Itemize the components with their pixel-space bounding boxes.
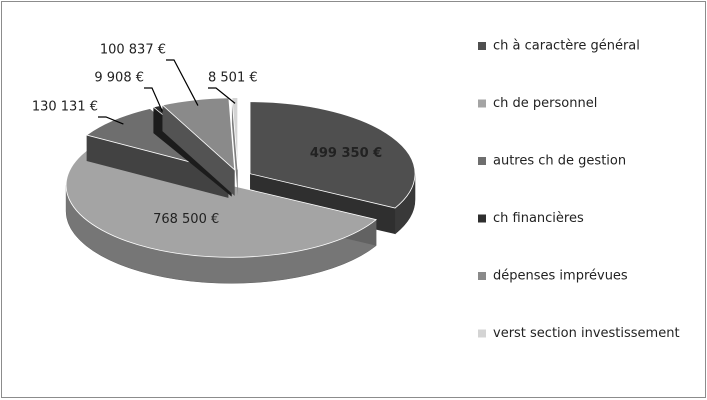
legend-swatch (478, 272, 486, 280)
leader-line (98, 116, 124, 125)
legend-label: ch à caractère général (493, 39, 640, 54)
pie-slice (161, 97, 236, 196)
leader-line (208, 87, 236, 104)
slice-cut (231, 97, 238, 196)
data-label: 768 500 € (153, 212, 219, 227)
slice-cut (162, 105, 235, 196)
data-label: 100 837 € (100, 43, 166, 58)
slice-top (249, 101, 416, 209)
pie-slice (231, 97, 239, 196)
legend-label: dépenses imprévues (493, 269, 628, 284)
data-label: 9 908 € (94, 71, 144, 86)
leader-line (144, 87, 163, 112)
data-label: 130 131 € (32, 100, 98, 115)
legend-label: ch de personnel (493, 96, 597, 111)
legend-swatch (478, 329, 486, 338)
legend-swatch (478, 99, 486, 108)
slice-cut (86, 135, 229, 198)
legend-swatch (478, 214, 486, 223)
legend-swatch (478, 42, 486, 50)
legend-label: ch financières (493, 211, 584, 226)
data-label: 499 350 € (310, 146, 382, 161)
legend-label: autres ch de gestion (493, 154, 626, 169)
data-label: 8 501 € (208, 71, 258, 86)
leader-line (166, 59, 199, 106)
legend-label: verst section investissement (493, 326, 680, 341)
slice-top (231, 97, 239, 170)
legend-swatch (478, 157, 486, 165)
